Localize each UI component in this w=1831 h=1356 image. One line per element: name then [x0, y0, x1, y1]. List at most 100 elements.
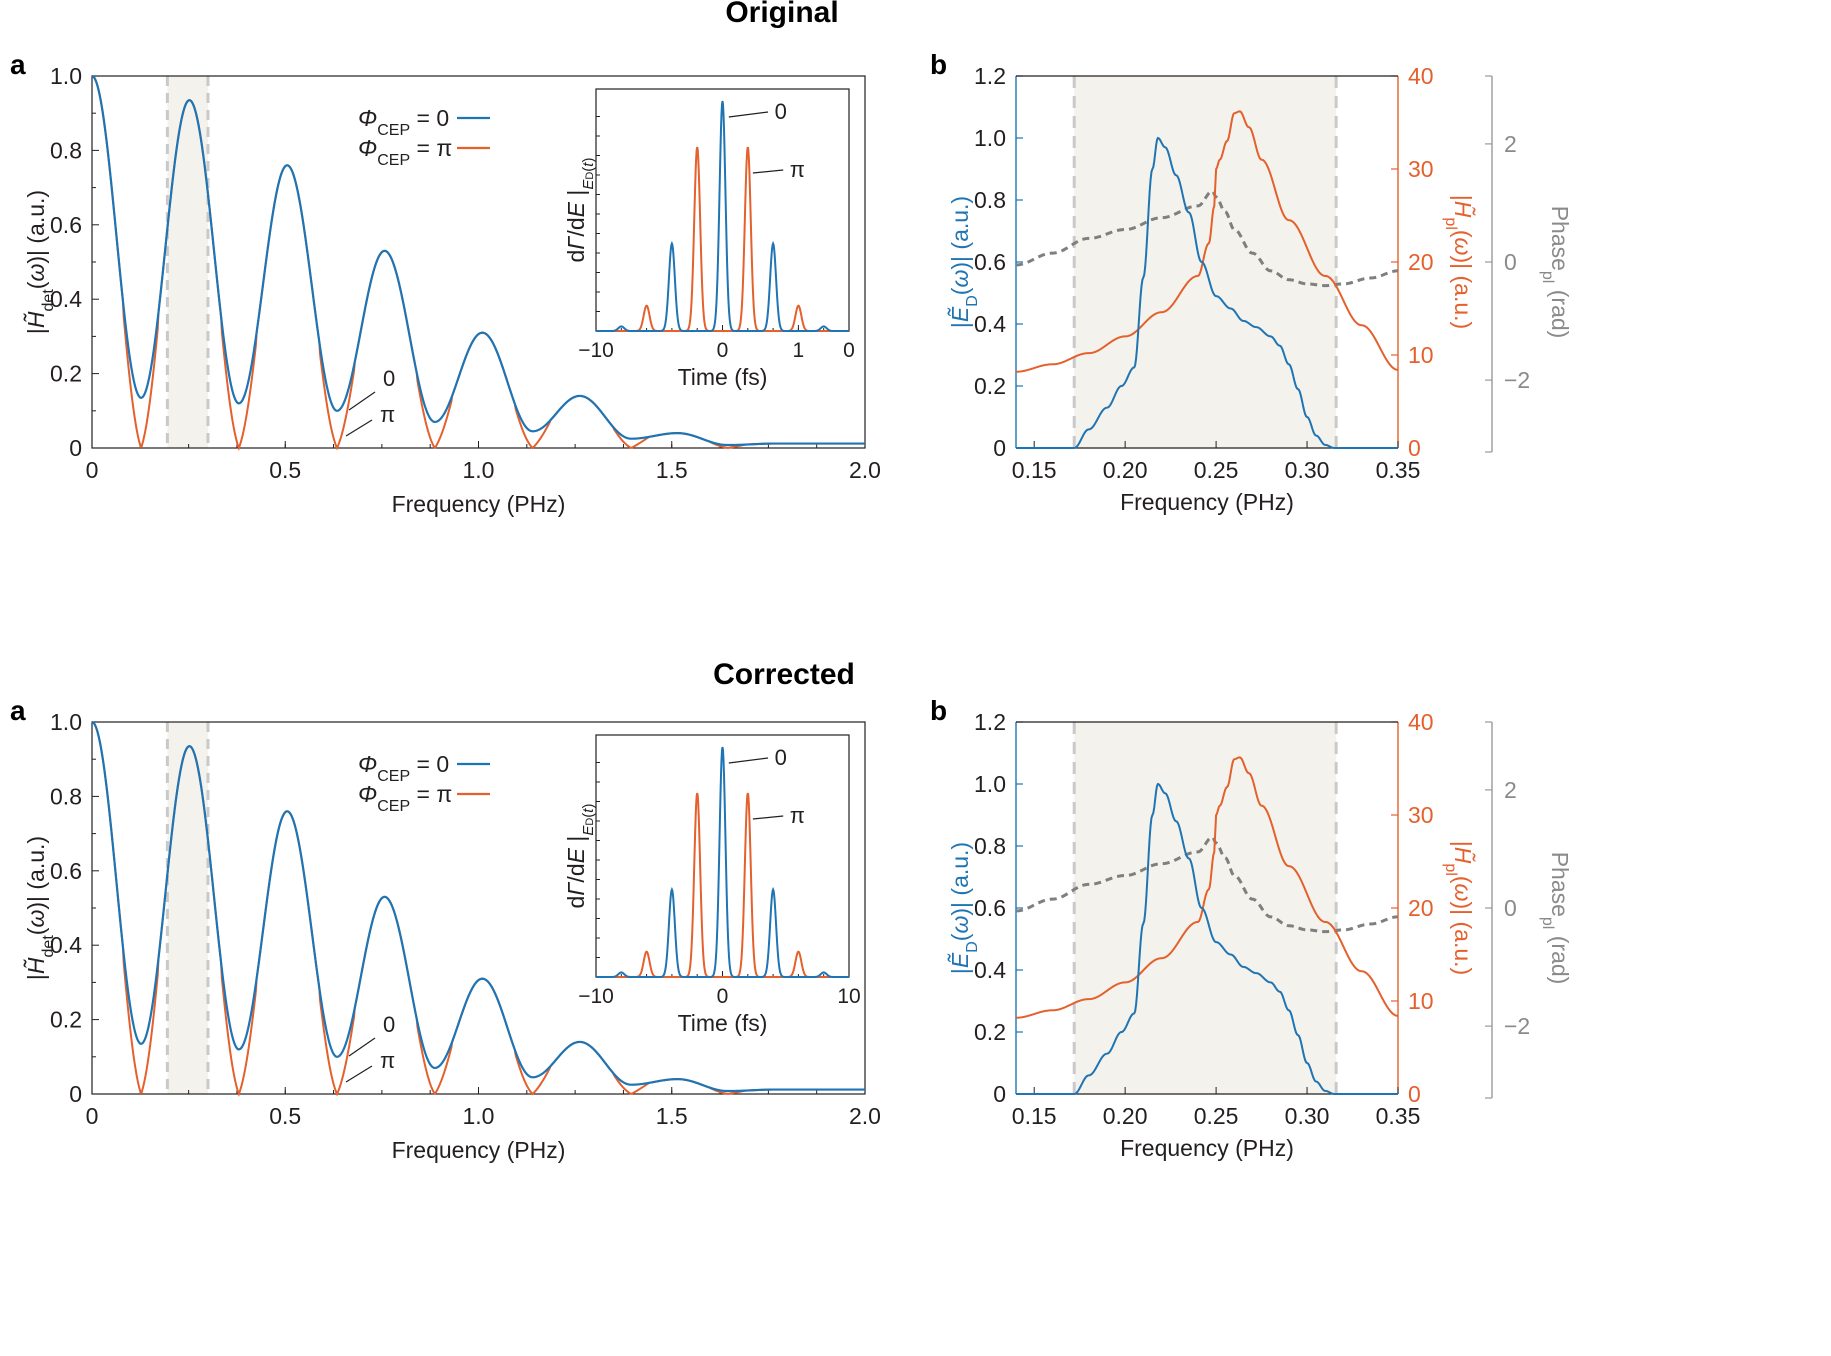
- panel-label-a: a: [10, 49, 26, 80]
- y-tick-label: 0: [69, 1081, 82, 1107]
- annotation-line: [348, 1037, 376, 1057]
- x-tick-label: 0.30: [1285, 457, 1330, 483]
- series-ed-line: [1016, 136, 1398, 449]
- x-axis-label: Frequency (PHz): [1120, 1135, 1294, 1161]
- phase-y-axis-label: Phasepl (rad): [1540, 852, 1574, 985]
- left-y-tick-label: 0.2: [974, 373, 1006, 399]
- left-y-tick-label: 0: [993, 435, 1006, 461]
- legend-label-phipi: ΦCEP = π: [358, 781, 452, 815]
- right-y-tick-label: 30: [1408, 156, 1434, 182]
- right-y-tick-label: 20: [1408, 249, 1434, 275]
- left-y-tick-label: 0.6: [974, 895, 1006, 921]
- left-y-tick-label: 1.2: [974, 63, 1006, 89]
- series-ed-line: [1016, 782, 1398, 1095]
- series-hpl-line: [1015, 110, 1399, 373]
- inset-series-0-line: [596, 746, 849, 978]
- x-axis-label: Frequency (PHz): [392, 491, 566, 517]
- shaded-band: [1074, 722, 1337, 1094]
- inset-annotation-line: [728, 111, 769, 118]
- inset-y-axis-label: dΓ/dE |ED(t): [563, 158, 597, 263]
- x-tick-label: 0: [86, 1103, 99, 1129]
- y-tick-label: 0.2: [50, 1007, 82, 1033]
- legend-label-phi0: ΦCEP = 0: [358, 751, 449, 785]
- inset-x-axis-label: Time (fs): [678, 364, 768, 390]
- y-tick-label: 0.8: [50, 783, 82, 809]
- phase-y-tick-label: 0: [1504, 249, 1517, 275]
- x-tick-label: 0: [86, 457, 99, 483]
- x-axis-label: Frequency (PHz): [392, 1137, 566, 1163]
- legend-label-phi0: ΦCEP = 0: [358, 105, 449, 139]
- inset-frame: [595, 88, 850, 332]
- inset-annotation-line: [752, 815, 784, 820]
- x-tick-label: 2.0: [849, 1103, 881, 1129]
- panel-label-a: a: [10, 695, 26, 726]
- left-y-tick-label: 0.6: [974, 249, 1006, 275]
- y-tick-label: 0.4: [50, 932, 82, 958]
- x-tick-label: 1.0: [463, 1103, 495, 1129]
- panel-b-corrected: b00.20.40.60.81.01.2|ẼD(ω)| (a.u.)010203…: [930, 695, 1573, 1161]
- inset-annotation-line: [728, 757, 769, 764]
- annotation-0: 0: [383, 1012, 395, 1037]
- right-y-axis-label: |H̃pl(ω)| (a.u.): [1443, 841, 1477, 975]
- phase-y-tick-label: 0: [1504, 895, 1517, 921]
- y-tick-label: 0.8: [50, 137, 82, 163]
- inset-frame: [595, 734, 850, 978]
- panel-b-original: b00.20.40.60.81.01.2|ẼD(ω)| (a.u.)010203…: [930, 49, 1573, 515]
- left-y-tick-label: 0.8: [974, 833, 1006, 859]
- inset-x-tick-label: 1: [793, 339, 805, 362]
- inset-annotation-line: [752, 169, 784, 174]
- phase-y-tick-label: 2: [1504, 777, 1517, 803]
- inset-annotation-pi: π: [790, 157, 805, 182]
- shaded-band: [167, 722, 208, 1094]
- x-tick-label: 0.20: [1103, 457, 1148, 483]
- right-y-tick-label: 30: [1408, 802, 1434, 828]
- figure-title-original: Original: [725, 0, 838, 29]
- y-tick-label: 0: [69, 435, 82, 461]
- left-y-tick-label: 0.4: [974, 957, 1006, 983]
- left-y-tick-label: 1.0: [974, 771, 1006, 797]
- shaded-band: [1074, 76, 1337, 448]
- x-tick-label: 0.25: [1194, 1103, 1239, 1129]
- x-tick-label: 0.25: [1194, 457, 1239, 483]
- right-y-tick-label: 20: [1408, 895, 1434, 921]
- inset-x-tick-label: 10: [837, 985, 860, 1008]
- inset-annotation-0: 0: [775, 99, 787, 124]
- right-y-tick-label: 10: [1408, 342, 1434, 368]
- inset-x-tick-label: 0: [717, 985, 729, 1008]
- annotation-0: 0: [383, 366, 395, 391]
- x-axis-label: Frequency (PHz): [1120, 489, 1294, 515]
- x-tick-label: 0.20: [1103, 1103, 1148, 1129]
- panel-label-b: b: [930, 695, 947, 726]
- x-tick-label: 1.0: [463, 457, 495, 483]
- left-y-tick-label: 1.0: [974, 125, 1006, 151]
- phase-y-tick-label: −2: [1504, 1013, 1530, 1039]
- inset-annotation-0: 0: [775, 745, 787, 770]
- inset-x-axis-label: Time (fs): [678, 1010, 768, 1036]
- x-tick-label: 0.15: [1012, 457, 1057, 483]
- x-tick-label: 2.0: [849, 457, 881, 483]
- legend-label-phipi: ΦCEP = π: [358, 135, 452, 169]
- series-phi-0-line: [91, 74, 865, 447]
- y-tick-label: 0.6: [50, 858, 82, 884]
- annotation-pi: π: [380, 1048, 395, 1073]
- inset-series-0-line: [596, 100, 849, 332]
- left-y-tick-label: 0.8: [974, 187, 1006, 213]
- x-tick-label: 0.35: [1376, 457, 1421, 483]
- inset-x-tick-label: 0: [717, 339, 729, 362]
- right-y-tick-label: 40: [1408, 709, 1434, 735]
- inset-x-tick-label: −10: [578, 339, 614, 362]
- annotation-pi: π: [380, 402, 395, 427]
- left-y-tick-label: 0: [993, 1081, 1006, 1107]
- annotation-line: [345, 419, 373, 437]
- series-phi-0-line: [91, 720, 865, 1093]
- series-hpl-line: [1015, 756, 1399, 1019]
- inset-x-tick-label: 0: [843, 339, 855, 362]
- right-y-tick-label: 0: [1408, 1081, 1421, 1107]
- x-tick-label: 0.5: [269, 1103, 301, 1129]
- y-tick-label: 0.6: [50, 212, 82, 238]
- inset-x-tick-label: −10: [578, 985, 614, 1008]
- phase-y-axis-label: Phasepl (rad): [1540, 206, 1574, 339]
- figure-title-corrected: Corrected: [713, 658, 855, 691]
